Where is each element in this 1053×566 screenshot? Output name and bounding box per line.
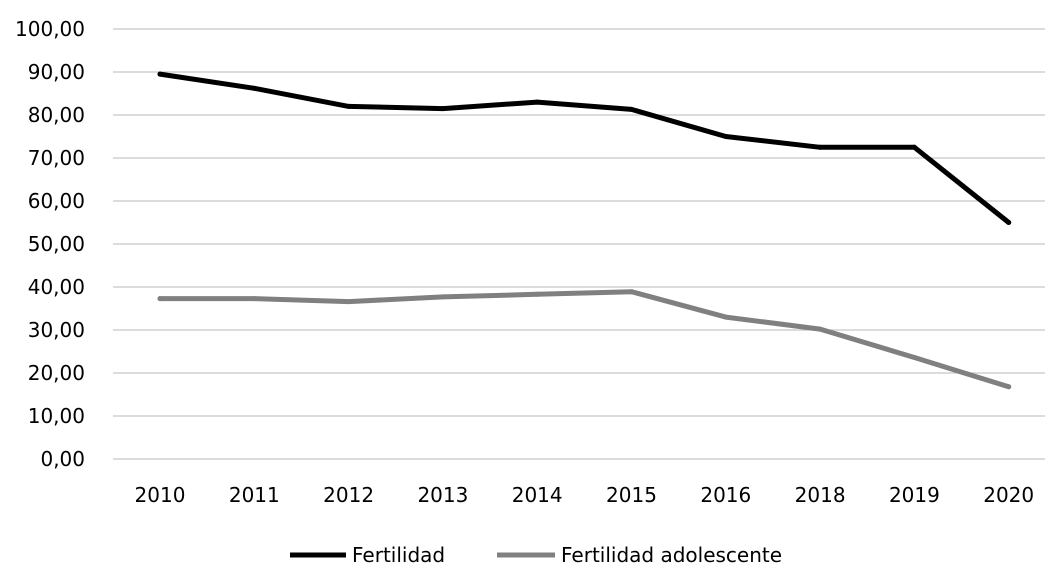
data-point [440,106,446,112]
data-point [157,71,163,77]
legend-label-fertilidad: Fertilidad [352,543,445,566]
y-tick-label: 10,00 [28,404,85,428]
x-tick-label: 2010 [135,483,186,507]
x-tick-label: 2012 [323,483,374,507]
data-point [1006,220,1012,225]
x-tick-label: 2011 [229,483,280,507]
data-point [911,355,917,361]
y-tick-label: 70,00 [28,146,85,170]
data-point [534,99,540,105]
data-point [723,134,729,139]
x-tick-label: 2019 [889,483,940,507]
y-tick-label: 80,00 [28,103,85,127]
y-tick-label: 90,00 [28,60,85,84]
data-point [251,85,257,91]
data-point [723,314,729,320]
data-point [629,106,634,112]
x-tick-label: 2020 [983,483,1034,507]
y-tick-label: 20,00 [28,361,85,385]
x-tick-label: 2013 [417,483,468,507]
legend-label-fertilidad-adolescente: Fertilidad adolescente [561,543,782,566]
data-point [911,144,917,150]
data-point [817,144,823,150]
x-axis-tick-labels: 2010 2011 2012 2013 2014 2015 2016 2018 2019 2020 [135,483,1035,507]
x-tick-label: 2016 [700,483,751,507]
y-tick-label: 60,00 [28,189,85,213]
y-tick-label: 50,00 [28,232,85,256]
x-tick-label: 2014 [512,483,563,507]
y-tick-label: 30,00 [28,318,85,342]
y-tick-label: 0,00 [40,447,85,471]
data-point [1006,384,1012,390]
data-point [346,299,352,305]
data-point [346,103,352,109]
data-point [629,289,634,295]
y-axis-tick-labels: 0,00 10,00 20,00 30,00 40,00 50,00 60,00 70,00 8… [15,17,85,471]
gridlines [113,28,1045,460]
series-lines [157,71,1012,390]
series-line-fertilidad [157,71,1012,225]
data-point [534,291,540,297]
data-point [157,296,163,302]
data-point [251,296,257,302]
legend: Fertilidad Fertilidad adolescente [290,543,782,566]
data-point [817,326,823,332]
data-point [440,294,446,300]
y-tick-label: 100,00 [15,17,85,41]
x-tick-label: 2018 [795,483,846,507]
series-line-fertilidad-adolescente [157,289,1012,390]
x-tick-label: 2015 [606,483,657,507]
y-tick-label: 40,00 [28,275,85,299]
